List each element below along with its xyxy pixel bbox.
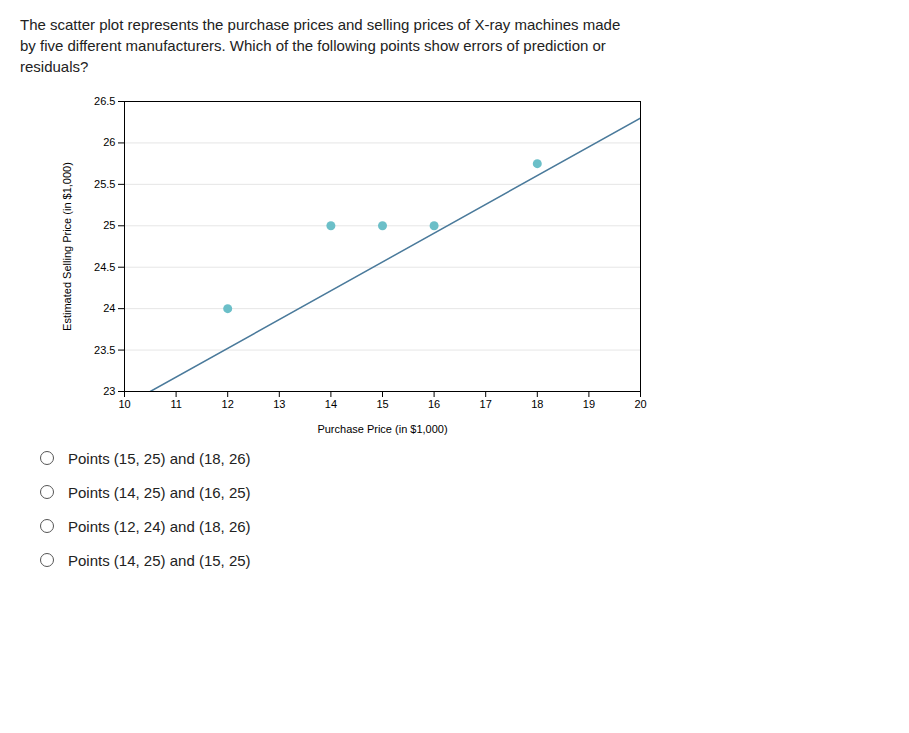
svg-text:16: 16 — [428, 398, 440, 410]
svg-text:13: 13 — [273, 398, 285, 410]
html-text:Points (12, 24) and (18, 26): Points (12, 24) and (18, 26) — [68, 517, 251, 535]
html-text:Points (14, 25) and (16, 25): Points (14, 25) and (16, 25) — [68, 483, 251, 501]
html-text:Points (14, 25) and (15, 25): Points (14, 25) and (15, 25) — [68, 551, 251, 569]
svg-text:15: 15 — [376, 398, 388, 410]
svg-text:23.5: 23.5 — [94, 344, 115, 356]
svg-text:Estimated Selling Price (in $1: Estimated Selling Price (in $1,000) — [61, 162, 73, 331]
svg-text:Purchase Price (in $1,000): Purchase Price (in $1,000) — [317, 423, 447, 435]
html-text:Points (15, 25) and (18, 26): Points (15, 25) and (18, 26) — [68, 449, 251, 467]
svg-text:10: 10 — [118, 398, 130, 410]
svg-text:12: 12 — [222, 398, 234, 410]
svg-text:25.5: 25.5 — [94, 178, 115, 190]
svg-text:23: 23 — [103, 385, 115, 397]
svg-text:20: 20 — [634, 398, 646, 410]
svg-text:25: 25 — [103, 219, 115, 231]
svg-text:26.5: 26.5 — [94, 95, 115, 107]
svg-text:19: 19 — [583, 398, 595, 410]
svg-text:18: 18 — [531, 398, 543, 410]
svg-text:11: 11 — [170, 398, 181, 410]
svg-text:24.5: 24.5 — [94, 261, 115, 273]
html-text:The scatter plot represents th: The scatter plot represents the purchase… — [20, 16, 621, 75]
svg-text:26: 26 — [103, 136, 115, 148]
svg-text:14: 14 — [325, 398, 337, 410]
svg-text:24: 24 — [103, 302, 115, 314]
svg-text:17: 17 — [480, 398, 492, 410]
